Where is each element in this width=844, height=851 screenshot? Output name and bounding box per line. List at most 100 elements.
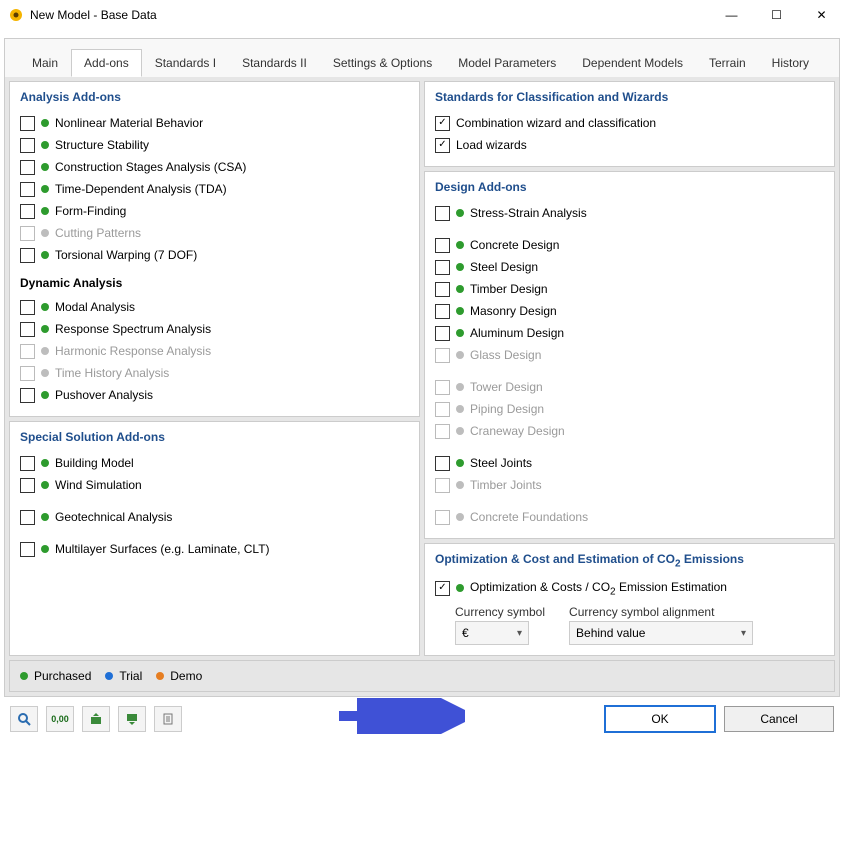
label-currency-alignment: Currency symbol alignment bbox=[569, 605, 753, 619]
panel-special-addons: Special Solution Add-ons Building ModelW… bbox=[9, 421, 420, 656]
chevron-down-icon: ▾ bbox=[517, 628, 522, 639]
checkbox[interactable] bbox=[20, 300, 35, 315]
cancel-button[interactable]: Cancel bbox=[724, 706, 834, 732]
checkbox bbox=[435, 424, 450, 439]
checkbox[interactable] bbox=[435, 326, 450, 341]
list-item[interactable]: Time-Dependent Analysis (TDA) bbox=[20, 178, 409, 200]
checkbox[interactable] bbox=[20, 138, 35, 153]
close-button[interactable]: ✕ bbox=[799, 0, 844, 30]
list-item[interactable]: Multilayer Surfaces (e.g. Laminate, CLT) bbox=[20, 538, 409, 560]
ok-button[interactable]: OK bbox=[604, 705, 716, 733]
checkbox[interactable] bbox=[435, 206, 450, 221]
status-dot-icon bbox=[456, 584, 464, 592]
item-label: Time History Analysis bbox=[55, 366, 169, 380]
toolbtn-list[interactable] bbox=[154, 706, 182, 732]
checkbox[interactable] bbox=[435, 304, 450, 319]
status-dot-icon bbox=[41, 513, 49, 521]
status-dot-icon bbox=[41, 369, 49, 377]
toolbtn-units[interactable]: 0,00 bbox=[46, 706, 74, 732]
list-item[interactable]: Steel Joints bbox=[435, 452, 824, 474]
panel-design-addons: Design Add-ons Stress-Strain AnalysisCon… bbox=[424, 171, 835, 539]
tab-model-parameters[interactable]: Model Parameters bbox=[445, 49, 569, 77]
panel-title-analysis: Analysis Add-ons bbox=[20, 90, 409, 104]
status-dot-icon bbox=[456, 307, 464, 315]
list-item[interactable]: Structure Stability bbox=[20, 134, 409, 156]
status-dot-icon bbox=[41, 545, 49, 553]
status-dot-icon bbox=[456, 241, 464, 249]
tab-standards-ii[interactable]: Standards II bbox=[229, 49, 320, 77]
checkbox bbox=[435, 402, 450, 417]
item-label: Combination wizard and classification bbox=[456, 116, 656, 130]
status-dot-icon bbox=[41, 251, 49, 259]
list-item[interactable]: Masonry Design bbox=[435, 300, 824, 322]
select-currency-symbol[interactable]: €▾ bbox=[455, 621, 529, 645]
list-item[interactable]: Geotechnical Analysis bbox=[20, 506, 409, 528]
status-dot-icon bbox=[41, 325, 49, 333]
legend-dot-purchased-icon bbox=[20, 672, 28, 680]
checkbox[interactable] bbox=[435, 238, 450, 253]
toolbtn-search[interactable] bbox=[10, 706, 38, 732]
list-item[interactable]: Form-Finding bbox=[20, 200, 409, 222]
tab-terrain[interactable]: Terrain bbox=[696, 49, 759, 77]
list-item[interactable]: Modal Analysis bbox=[20, 296, 409, 318]
tab-settings-options[interactable]: Settings & Options bbox=[320, 49, 445, 77]
list-item[interactable]: Pushover Analysis bbox=[20, 384, 409, 406]
checkbox[interactable] bbox=[20, 116, 35, 131]
tab-history[interactable]: History bbox=[759, 49, 822, 77]
tab-dependent-models[interactable]: Dependent Models bbox=[569, 49, 696, 77]
checkbox[interactable] bbox=[435, 138, 450, 153]
checkbox[interactable] bbox=[435, 456, 450, 471]
tab-standards-i[interactable]: Standards I bbox=[142, 49, 229, 77]
list-item[interactable]: Concrete Design bbox=[435, 234, 824, 256]
list-item[interactable]: Torsional Warping (7 DOF) bbox=[20, 244, 409, 266]
tab-add-ons[interactable]: Add-ons bbox=[71, 49, 142, 77]
list-item[interactable]: Wind Simulation bbox=[20, 474, 409, 496]
checkbox[interactable] bbox=[435, 282, 450, 297]
checkbox[interactable] bbox=[20, 478, 35, 493]
checkbox[interactable] bbox=[435, 260, 450, 275]
list-item[interactable]: Construction Stages Analysis (CSA) bbox=[20, 156, 409, 178]
item-optimization-costs[interactable]: Optimization & Costs / CO2 Emission Esti… bbox=[435, 577, 824, 599]
list-item[interactable]: Response Spectrum Analysis bbox=[20, 318, 409, 340]
maximize-button[interactable]: ☐ bbox=[754, 0, 799, 30]
list-item[interactable]: Stress-Strain Analysis bbox=[435, 202, 824, 224]
subhead-dynamic-analysis: Dynamic Analysis bbox=[20, 276, 409, 290]
checkbox[interactable] bbox=[20, 160, 35, 175]
list-item[interactable]: Combination wizard and classification bbox=[435, 112, 824, 134]
checkbox[interactable] bbox=[20, 542, 35, 557]
list-item[interactable]: Building Model bbox=[20, 452, 409, 474]
toolbtn-export[interactable] bbox=[118, 706, 146, 732]
checkbox[interactable] bbox=[20, 248, 35, 263]
item-label: Construction Stages Analysis (CSA) bbox=[55, 160, 246, 174]
item-label: Masonry Design bbox=[470, 304, 557, 318]
bottom-bar: 0,00 OK Cancel bbox=[0, 697, 844, 741]
panel-title-special: Special Solution Add-ons bbox=[20, 430, 409, 444]
checkbox[interactable] bbox=[20, 510, 35, 525]
select-currency-alignment[interactable]: Behind value▾ bbox=[569, 621, 753, 645]
legend-label-demo: Demo bbox=[170, 669, 202, 683]
list-item[interactable]: Timber Design bbox=[435, 278, 824, 300]
checkbox[interactable] bbox=[20, 182, 35, 197]
legend-dot-demo-icon bbox=[156, 672, 164, 680]
checkbox[interactable] bbox=[435, 116, 450, 131]
list-item[interactable]: Aluminum Design bbox=[435, 322, 824, 344]
list-item[interactable]: Load wizards bbox=[435, 134, 824, 156]
checkbox[interactable] bbox=[20, 456, 35, 471]
checkbox[interactable] bbox=[20, 388, 35, 403]
toolbtn-import[interactable] bbox=[82, 706, 110, 732]
item-label: Steel Design bbox=[470, 260, 538, 274]
checkbox[interactable] bbox=[20, 322, 35, 337]
status-dot-icon bbox=[456, 383, 464, 391]
item-label: Tower Design bbox=[470, 380, 543, 394]
minimize-button[interactable]: — bbox=[709, 0, 754, 30]
checkbox[interactable] bbox=[20, 204, 35, 219]
status-dot-icon bbox=[41, 229, 49, 237]
label-currency-symbol: Currency symbol bbox=[455, 605, 545, 619]
checkbox bbox=[435, 478, 450, 493]
checkbox-optimization[interactable] bbox=[435, 581, 450, 596]
tab-main[interactable]: Main bbox=[19, 49, 71, 77]
item-label: Aluminum Design bbox=[470, 326, 564, 340]
status-dot-icon bbox=[41, 391, 49, 399]
list-item[interactable]: Nonlinear Material Behavior bbox=[20, 112, 409, 134]
list-item[interactable]: Steel Design bbox=[435, 256, 824, 278]
